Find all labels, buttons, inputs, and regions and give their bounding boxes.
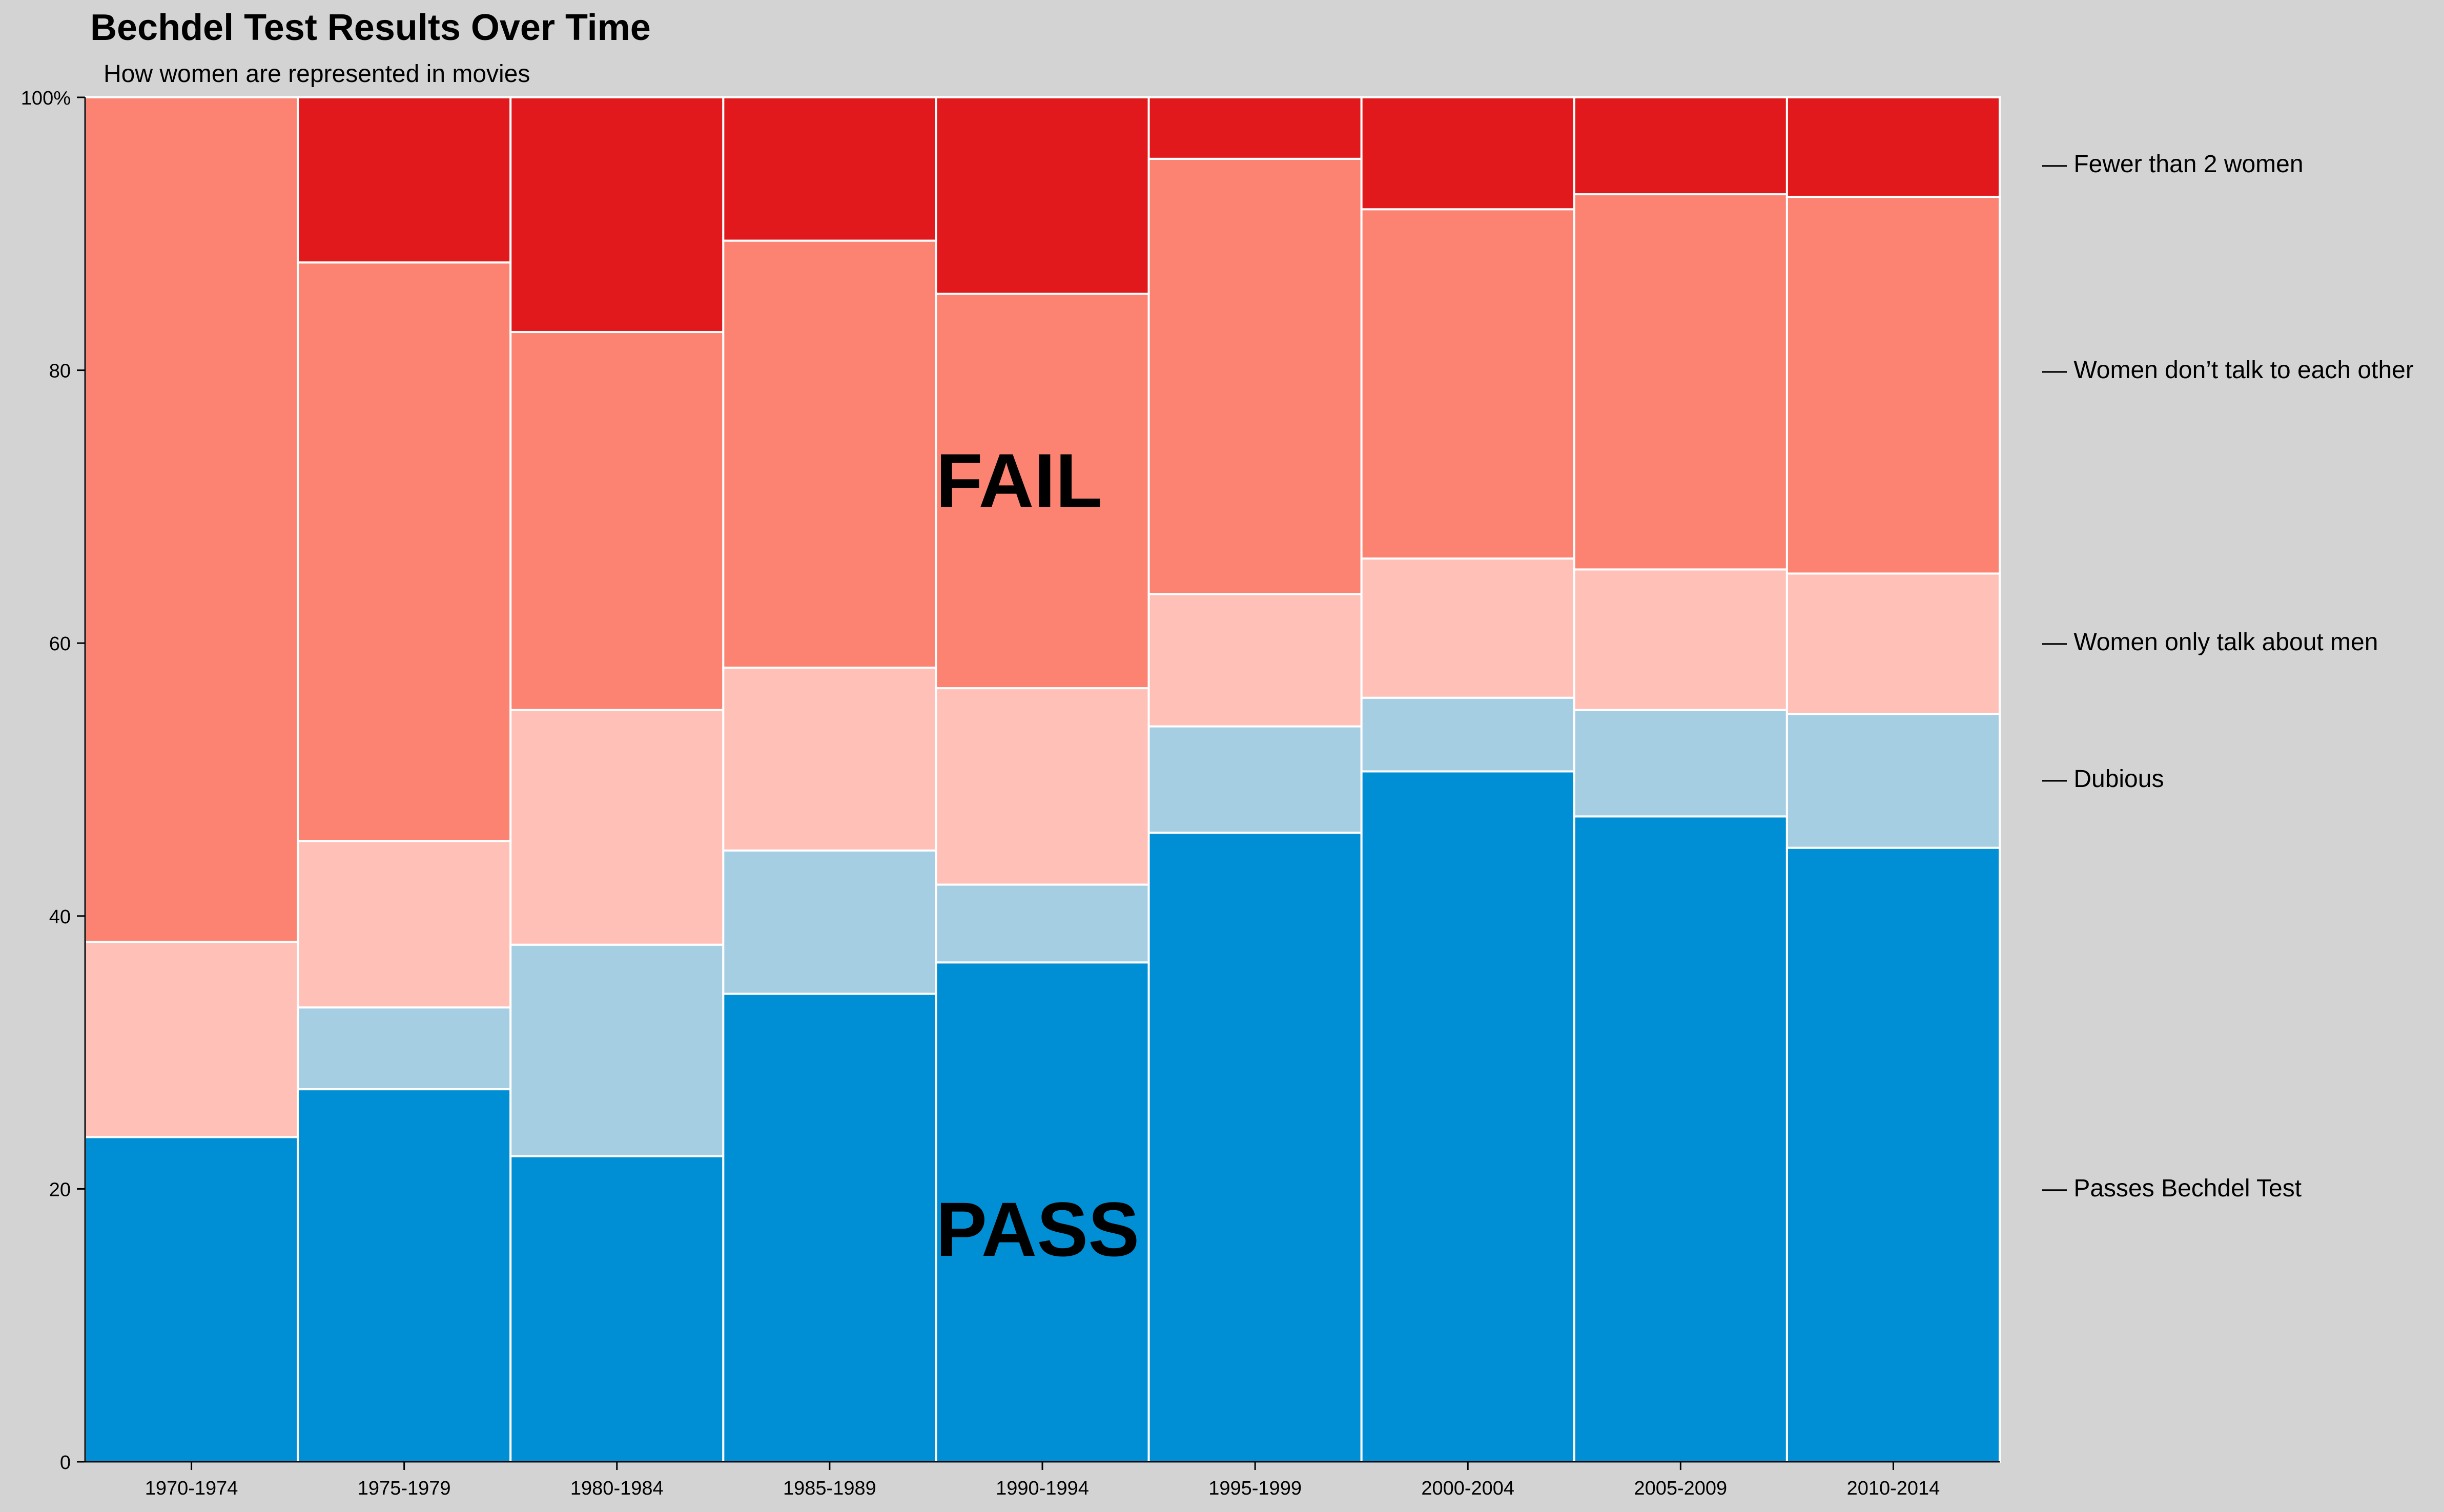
bar-segment-1980-1984-s1 xyxy=(509,943,725,1157)
y-tick-label: 60 xyxy=(49,633,71,655)
bar-segment-1980-1984-s3 xyxy=(509,331,725,711)
y-tick-label: 100% xyxy=(21,88,71,109)
legend-label-0: — Fewer than 2 women xyxy=(2042,151,2304,178)
bar-segment-2000-2004-s3 xyxy=(1360,208,1575,560)
bar-segment-1995-1999-s3 xyxy=(1147,157,1363,595)
bar-segment-2005-2009-s1 xyxy=(1573,709,1788,818)
bar-segment-1985-1989-s2 xyxy=(722,667,937,852)
bar-segment-1985-1989-s0 xyxy=(722,992,937,1463)
y-tick-label: 0 xyxy=(60,1452,71,1474)
bar-segment-2010-2014-s2 xyxy=(1785,572,2001,715)
chart-title: Bechdel Test Results Over Time xyxy=(90,7,651,48)
x-tick-label: 1970-1974 xyxy=(145,1478,238,1499)
x-tick-label: 2000-2004 xyxy=(1421,1478,1514,1499)
bar-segment-2010-2014-s3 xyxy=(1785,196,2001,575)
fail-annotation: FAIL xyxy=(936,438,1102,524)
chart-subtitle: How women are represented in movies xyxy=(104,60,530,88)
bar-segment-1980-1984-s4 xyxy=(509,96,725,334)
bar-area xyxy=(84,96,2001,1463)
bar-segment-1990-1994-s4 xyxy=(935,96,1150,295)
bar-segment-1985-1989-s1 xyxy=(722,849,937,995)
bar-segment-2005-2009-s4 xyxy=(1573,96,1788,196)
bar-segment-2000-2004-s2 xyxy=(1360,557,1575,699)
bar-segment-2010-2014-s4 xyxy=(1785,96,2001,198)
pass-annotation: PASS xyxy=(936,1186,1139,1272)
x-tick-label: 1980-1984 xyxy=(570,1478,664,1499)
x-tick-label: 1990-1994 xyxy=(996,1478,1089,1499)
bar-segment-2000-2004-s4 xyxy=(1360,96,1575,211)
bar-segment-2000-2004-s1 xyxy=(1360,696,1575,773)
bar-segment-1990-1994-s1 xyxy=(935,883,1150,964)
axes: 0 20 40 60 80 100% 1970-1974 1975-1979 1980-1984… xyxy=(21,88,2000,1499)
bar-segment-2010-2014-s0 xyxy=(1785,846,2001,1463)
x-tick-label: 2005-2009 xyxy=(1634,1478,1727,1499)
x-tick-label: 1975-1979 xyxy=(358,1478,451,1499)
bar-segment-1995-1999-s4 xyxy=(1147,96,1363,160)
y-tick-label: 80 xyxy=(49,361,71,382)
bar-segment-2005-2009-s2 xyxy=(1573,568,1788,711)
bar-segment-1970-1974-s0 xyxy=(84,1136,299,1463)
bar-segment-1985-1989-s3 xyxy=(722,239,937,669)
bar-segment-2010-2014-s1 xyxy=(1785,713,2001,849)
legend-label-4: — Passes Bechdel Test xyxy=(2042,1175,2302,1202)
bar-segment-2000-2004-s0 xyxy=(1360,770,1575,1463)
bar-segment-1975-1979-s1 xyxy=(297,1006,512,1091)
bar-segment-1985-1989-s4 xyxy=(722,96,937,242)
bar-segment-1980-1984-s2 xyxy=(509,709,725,946)
bar-segment-1995-1999-s2 xyxy=(1147,593,1363,728)
legend: — Fewer than 2 women — Women don’t talk t… xyxy=(2042,151,2414,1202)
bar-segment-1990-1994-s0 xyxy=(935,961,1150,1463)
y-tick-label: 20 xyxy=(49,1179,71,1200)
bar-segment-1975-1979-s4 xyxy=(297,96,512,264)
x-tick-label: 2010-2014 xyxy=(1847,1478,1940,1499)
bar-segment-1980-1984-s0 xyxy=(509,1155,725,1463)
bar-segment-1975-1979-s0 xyxy=(297,1088,512,1463)
legend-label-2: — Women only talk about men xyxy=(2042,629,2378,656)
bar-segment-1995-1999-s0 xyxy=(1147,832,1363,1463)
bar-segment-1970-1974-s2 xyxy=(84,941,299,1138)
y-tick-label: 40 xyxy=(49,906,71,928)
bar-segment-2005-2009-s0 xyxy=(1573,815,1788,1463)
bar-segment-1995-1999-s1 xyxy=(1147,725,1363,834)
x-tick-label: 1985-1989 xyxy=(783,1478,876,1499)
bar-segment-2005-2009-s3 xyxy=(1573,193,1788,571)
bar-segment-1975-1979-s2 xyxy=(297,840,512,1009)
x-tick-label: 1995-1999 xyxy=(1208,1478,1302,1499)
legend-label-1: — Women don’t talk to each other xyxy=(2042,357,2414,384)
bar-segment-1975-1979-s3 xyxy=(297,261,512,842)
bar-segment-1990-1994-s2 xyxy=(935,687,1150,886)
bar-segment-1970-1974-s3 xyxy=(84,96,299,943)
legend-label-3: — Dubious xyxy=(2042,765,2164,793)
